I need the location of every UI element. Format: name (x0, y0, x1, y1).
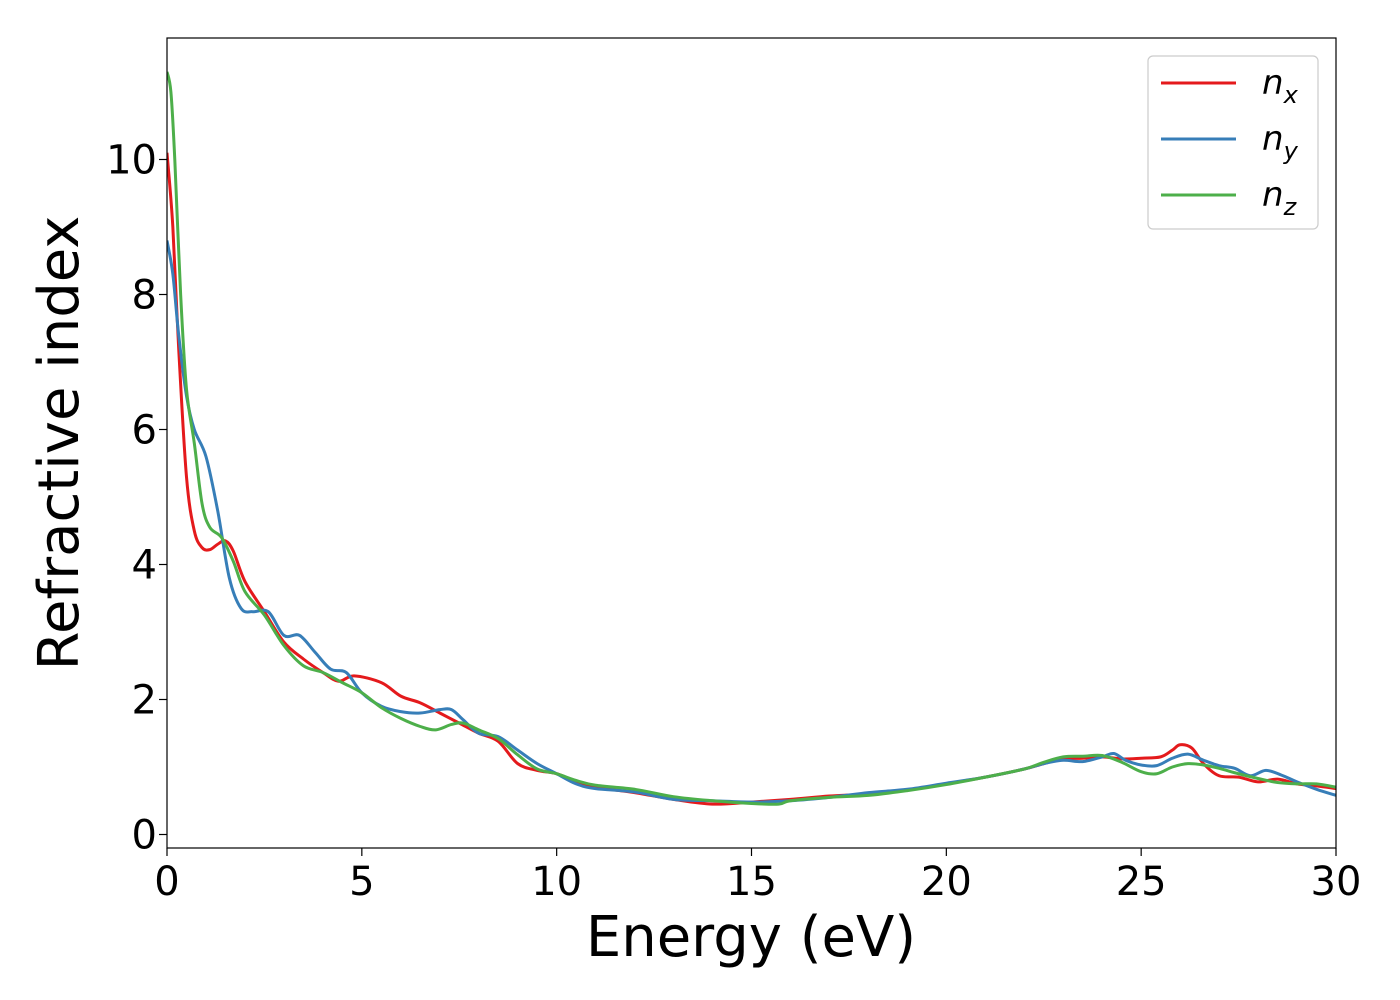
y-axis-title: Refractive index (27, 216, 92, 671)
legend-label-nz: nz (1262, 175, 1298, 221)
legend-label-ny: ny (1262, 119, 1299, 165)
y-axis-ticks: 0 2 4 6 8 10 (106, 138, 167, 859)
x-tick-label: 5 (349, 859, 374, 905)
x-axis-title: Energy (eV) (586, 905, 916, 970)
series-layer (167, 71, 1336, 806)
series-line-nz (167, 71, 1336, 806)
y-tick-label: 4 (132, 543, 157, 589)
y-tick-label: 10 (106, 138, 157, 184)
x-tick-label: 30 (1311, 859, 1362, 905)
x-axis-ticks: 0 5 10 15 20 25 30 (154, 848, 1361, 905)
x-tick-label: 15 (726, 859, 777, 905)
x-tick-label: 0 (154, 859, 179, 905)
x-tick-label: 25 (1116, 859, 1167, 905)
y-tick-label: 2 (132, 678, 157, 724)
legend-label-nx: nx (1262, 63, 1299, 109)
y-tick-label: 8 (132, 273, 157, 319)
y-tick-label: 0 (132, 813, 157, 859)
x-tick-label: 10 (531, 859, 582, 905)
x-tick-label: 20 (921, 859, 972, 905)
series-line-ny (167, 240, 1336, 804)
legend-box (1147, 55, 1319, 230)
y-tick-label: 6 (132, 408, 157, 454)
legend: nx ny nz (1147, 55, 1319, 230)
